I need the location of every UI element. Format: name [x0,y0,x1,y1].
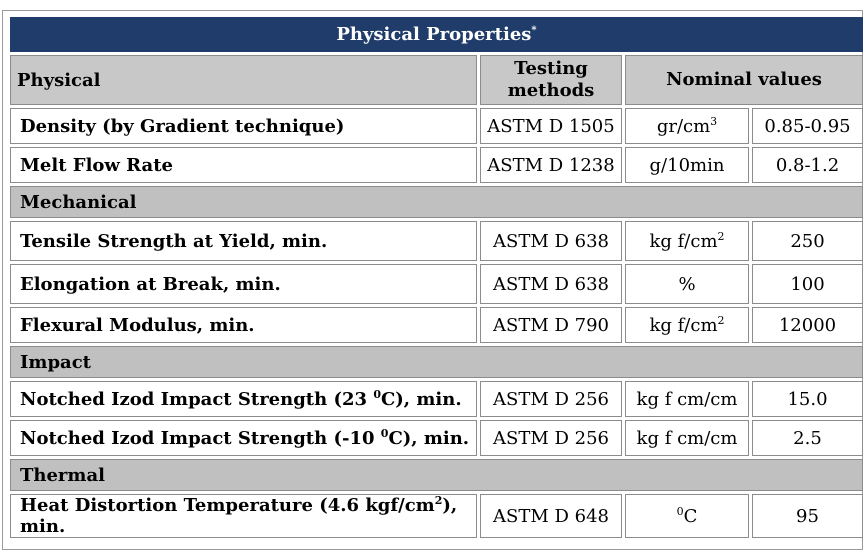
section-thermal: Thermal [10,459,863,491]
unit-tensile-base: kg f/cm [649,230,718,252]
method-melt-flow: ASTM D 1238 [480,147,622,183]
title-text: Physical Properties [336,24,532,45]
table-row: Tensile Strength at Yield, min. ASTM D 6… [10,221,863,261]
unit-hdt-base: C [683,505,698,527]
title-footnote-mark: * [531,25,537,36]
header-physical: Physical [10,55,477,105]
unit-melt-flow: g/10min [625,147,749,183]
table-row: Elongation at Break, min. ASTM D 638 % 1… [10,264,863,304]
property-hdt-after: ), min. [20,495,458,537]
property-tensile: Tensile Strength at Yield, min. [10,221,477,261]
unit-flexural-base: kg f/cm [649,314,718,336]
property-hdt: Heat Distortion Temperature (4.6 kgf/cm2… [10,494,477,538]
table-row: Density (by Gradient technique) ASTM D 1… [10,108,863,144]
value-melt-flow: 0.8-1.2 [752,147,863,183]
property-melt-flow: Melt Flow Rate [10,147,477,183]
unit-density: gr/cm3 [625,108,749,144]
section-impact: Impact [10,346,863,378]
method-izod-minus10: ASTM D 256 [480,420,622,456]
header-testing-line1: Testing [514,58,588,79]
table-row: Notched Izod Impact Strength (23 0C), mi… [10,381,863,417]
property-izod-minus10-before: Notched Izod Impact Strength (-10 [20,427,381,449]
unit-elongation: % [625,264,749,304]
property-hdt-sup: 2 [434,494,443,507]
property-hdt-before: Heat Distortion Temperature (4.6 kgf/cm [20,495,435,516]
method-tensile: ASTM D 638 [480,221,622,261]
table-row: Notched Izod Impact Strength (-10 0C), m… [10,420,863,456]
value-tensile: 250 [752,221,863,261]
value-elongation: 100 [752,264,863,304]
method-flexural: ASTM D 790 [480,307,622,343]
unit-hdt-sup: 0 [676,504,684,518]
property-izod-minus10-sup: 0 [380,426,389,440]
unit-flexural: kg f/cm2 [625,307,749,343]
properties-frame: Physical Properties* Physical Testing met… [2,10,863,550]
table-row: Flexural Modulus, min. ASTM D 790 kg f/c… [10,307,863,343]
method-density: ASTM D 1505 [480,108,622,144]
property-izod-23: Notched Izod Impact Strength (23 0C), mi… [10,381,477,417]
property-density: Density (by Gradient technique) [10,108,477,144]
property-izod-23-before: Notched Izod Impact Strength (23 [20,388,374,410]
unit-density-sup: 3 [710,114,718,128]
physical-properties-table: Physical Properties* Physical Testing met… [7,14,866,541]
property-izod-23-sup: 0 [373,387,381,401]
header-testing-line2: methods [507,80,595,101]
value-density: 0.85-0.95 [752,108,863,144]
property-izod-minus10-after: C), min. [388,427,470,449]
property-elongation: Elongation at Break, min. [10,264,477,304]
header-testing-methods: Testing methods [480,55,622,105]
property-izod-23-after: C), min. [380,388,462,410]
property-izod-minus10: Notched Izod Impact Strength (-10 0C), m… [10,420,477,456]
table-row: Melt Flow Rate ASTM D 1238 g/10min 0.8-1… [10,147,863,183]
table-row: Heat Distortion Temperature (4.6 kgf/cm2… [10,494,863,538]
unit-tensile-sup: 2 [717,229,725,243]
header-nominal-values: Nominal values [625,55,863,105]
method-hdt: ASTM D 648 [480,494,622,538]
unit-tensile: kg f/cm2 [625,221,749,261]
unit-izod-minus10: kg f cm/cm [625,420,749,456]
table-title: Physical Properties* [10,17,863,52]
method-izod-23: ASTM D 256 [480,381,622,417]
unit-flexural-sup: 2 [717,313,725,327]
method-elongation: ASTM D 638 [480,264,622,304]
section-mechanical: Mechanical [10,186,863,218]
property-flexural: Flexural Modulus, min. [10,307,477,343]
value-izod-23: 15.0 [752,381,863,417]
unit-izod-23: kg f cm/cm [625,381,749,417]
unit-hdt: 0C [625,494,749,538]
value-flexural: 12000 [752,307,863,343]
value-izod-minus10: 2.5 [752,420,863,456]
value-hdt: 95 [752,494,863,538]
unit-density-base: gr/cm [656,115,711,137]
